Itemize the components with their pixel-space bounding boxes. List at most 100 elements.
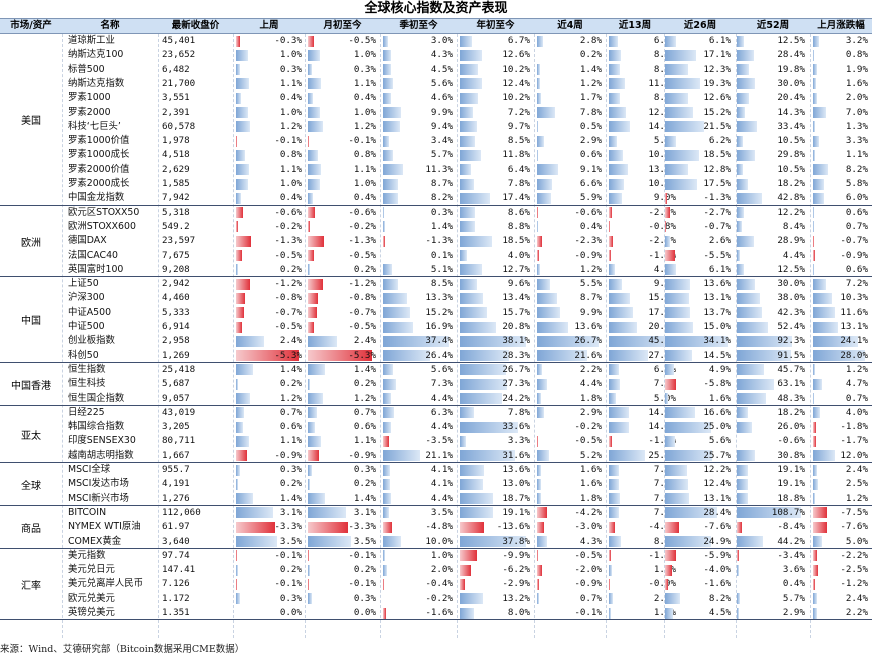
value-bar (537, 278, 550, 290)
change-value: 13.2% (502, 592, 530, 604)
table-row: 罗素1000 3,551 0.4% 0.4% 4.6% 10.2% 1.7% 8.0% 12.6… (0, 91, 872, 105)
value-bar (383, 107, 401, 119)
region-label: 全球 (21, 480, 41, 492)
value-bar (737, 350, 792, 362)
asset-name: 英镑兑美元 (68, 607, 115, 618)
value-bar (537, 450, 549, 462)
value-bar (383, 221, 386, 233)
header-11: 上月涨跌幅 (817, 20, 865, 31)
value-bar (460, 164, 472, 176)
value-bar (460, 478, 483, 490)
value-bar (537, 507, 547, 519)
header-10: 近52周 (756, 20, 790, 31)
asset-name: 纳斯达克指数 (68, 77, 125, 89)
change-value: 25.7% (703, 449, 731, 461)
change-value: 4.5% (708, 607, 731, 618)
change-value: 5.6% (430, 77, 453, 89)
close-price: 1.172 (162, 592, 190, 604)
value-bar (460, 49, 482, 61)
table-row: 纳斯达克100 23,652 1.0% 1.0% 4.3% 12.6% 0.2% 8.7% 17… (0, 48, 872, 62)
change-value: 8.8% (609, 535, 676, 549)
header-7: 近4周 (557, 20, 583, 31)
change-value: 18.2% (777, 406, 805, 418)
table-row: 欧洲STOXX600 549.2 -0.2% -0.2% 1.4% 8.8% 0.4% -0.… (0, 220, 872, 234)
change-value: 10.5% (777, 163, 805, 175)
change-value: 0.4% (279, 192, 302, 204)
change-value: -1.3% (348, 235, 376, 247)
change-value: 7.0% (609, 506, 676, 520)
close-price: 23,652 (162, 49, 196, 61)
header-row: 市场/资产 名称 最新收盘价 上周 月初至今 季初至今 年初至今 近4周 近13周 近26周 近52… (0, 18, 872, 34)
change-value: 1.8% (609, 563, 676, 577)
value-bar (537, 107, 555, 119)
close-price: 5,318 (162, 206, 190, 218)
value-bar (460, 135, 475, 147)
value-bar (737, 149, 755, 161)
column-separator (158, 34, 159, 638)
value-bar (236, 121, 251, 133)
value-bar (236, 164, 249, 176)
value-bar (383, 464, 391, 476)
change-value: 0.3% (353, 592, 376, 604)
value-bar (236, 435, 249, 447)
asset-name: 科创50 (68, 349, 99, 361)
change-value: 19.1% (777, 464, 805, 475)
value-bar (609, 35, 618, 47)
group-divider (0, 204, 872, 206)
value-bar (383, 350, 430, 362)
table-row: 韩国综合指数 3,205 0.6% 0.6% 4.4% 33.6% -0.2% 14.0% 25… (0, 420, 872, 434)
value-bar (236, 407, 245, 419)
table-row: 中证A500 5,333 -0.7% -0.7% 15.2% 15.7% 9.9% 17.3%… (0, 306, 872, 320)
value-bar (813, 536, 823, 548)
value-bar (383, 364, 393, 376)
change-value: 1.4% (353, 492, 376, 504)
value-bar (813, 135, 820, 147)
change-value: 6.3% (430, 406, 453, 418)
table-row: NYMEX WTI原油 61.97 -3.3% -3.3% -4.8% -13.6% -3.… (0, 520, 872, 534)
close-price: 2,958 (162, 335, 190, 347)
value-bar (665, 536, 711, 548)
value-bar (813, 164, 829, 176)
value-bar (460, 578, 466, 590)
value-bar (665, 292, 690, 304)
value-bar (665, 221, 667, 233)
change-value: 8.8% (507, 220, 530, 232)
change-value: -0.2% (348, 220, 376, 232)
value-bar (460, 435, 466, 447)
header-8: 近13周 (618, 20, 652, 31)
value-bar (383, 164, 403, 176)
change-value: -9.9% (502, 549, 530, 561)
value-bar (737, 550, 739, 562)
value-bar (609, 493, 621, 505)
asset-name: 科技‘七巨头’ (68, 120, 121, 132)
change-value: 17.5% (703, 178, 731, 189)
asset-name: 罗素1000 (68, 92, 111, 104)
value-bar (609, 321, 638, 333)
change-value: 15.1% (648, 292, 676, 304)
value-bar (665, 607, 674, 619)
change-value: 12.5% (777, 35, 805, 46)
value-bar (609, 435, 612, 447)
change-value: -5.3% (274, 349, 302, 361)
change-value: 0.6% (279, 421, 302, 433)
change-value: -3.0% (574, 521, 602, 533)
change-value: 42.8% (777, 192, 805, 204)
close-price: 23,597 (162, 235, 196, 247)
change-value: 28.9% (777, 235, 805, 247)
change-value: 45.7% (777, 363, 805, 375)
change-value: 3.3% (845, 135, 868, 147)
change-value: 1.2% (279, 120, 302, 132)
table-row: MSCI发达市场 4,191 0.2% 0.2% 4.1% 13.0% 1.6% 7.1% 12… (0, 477, 872, 491)
value-bar (813, 521, 828, 533)
change-value: 13.8% (648, 163, 676, 175)
change-value: 1.2% (579, 263, 602, 275)
change-value: 16.6% (703, 406, 731, 418)
asset-name: 恒生指数 (68, 363, 106, 375)
close-price: 2,391 (162, 106, 190, 118)
value-bar (813, 92, 817, 104)
change-value: 0.3% (279, 464, 302, 475)
close-price: 2,942 (162, 278, 190, 290)
value-bar (236, 207, 244, 219)
change-value: -0.1% (348, 135, 376, 147)
